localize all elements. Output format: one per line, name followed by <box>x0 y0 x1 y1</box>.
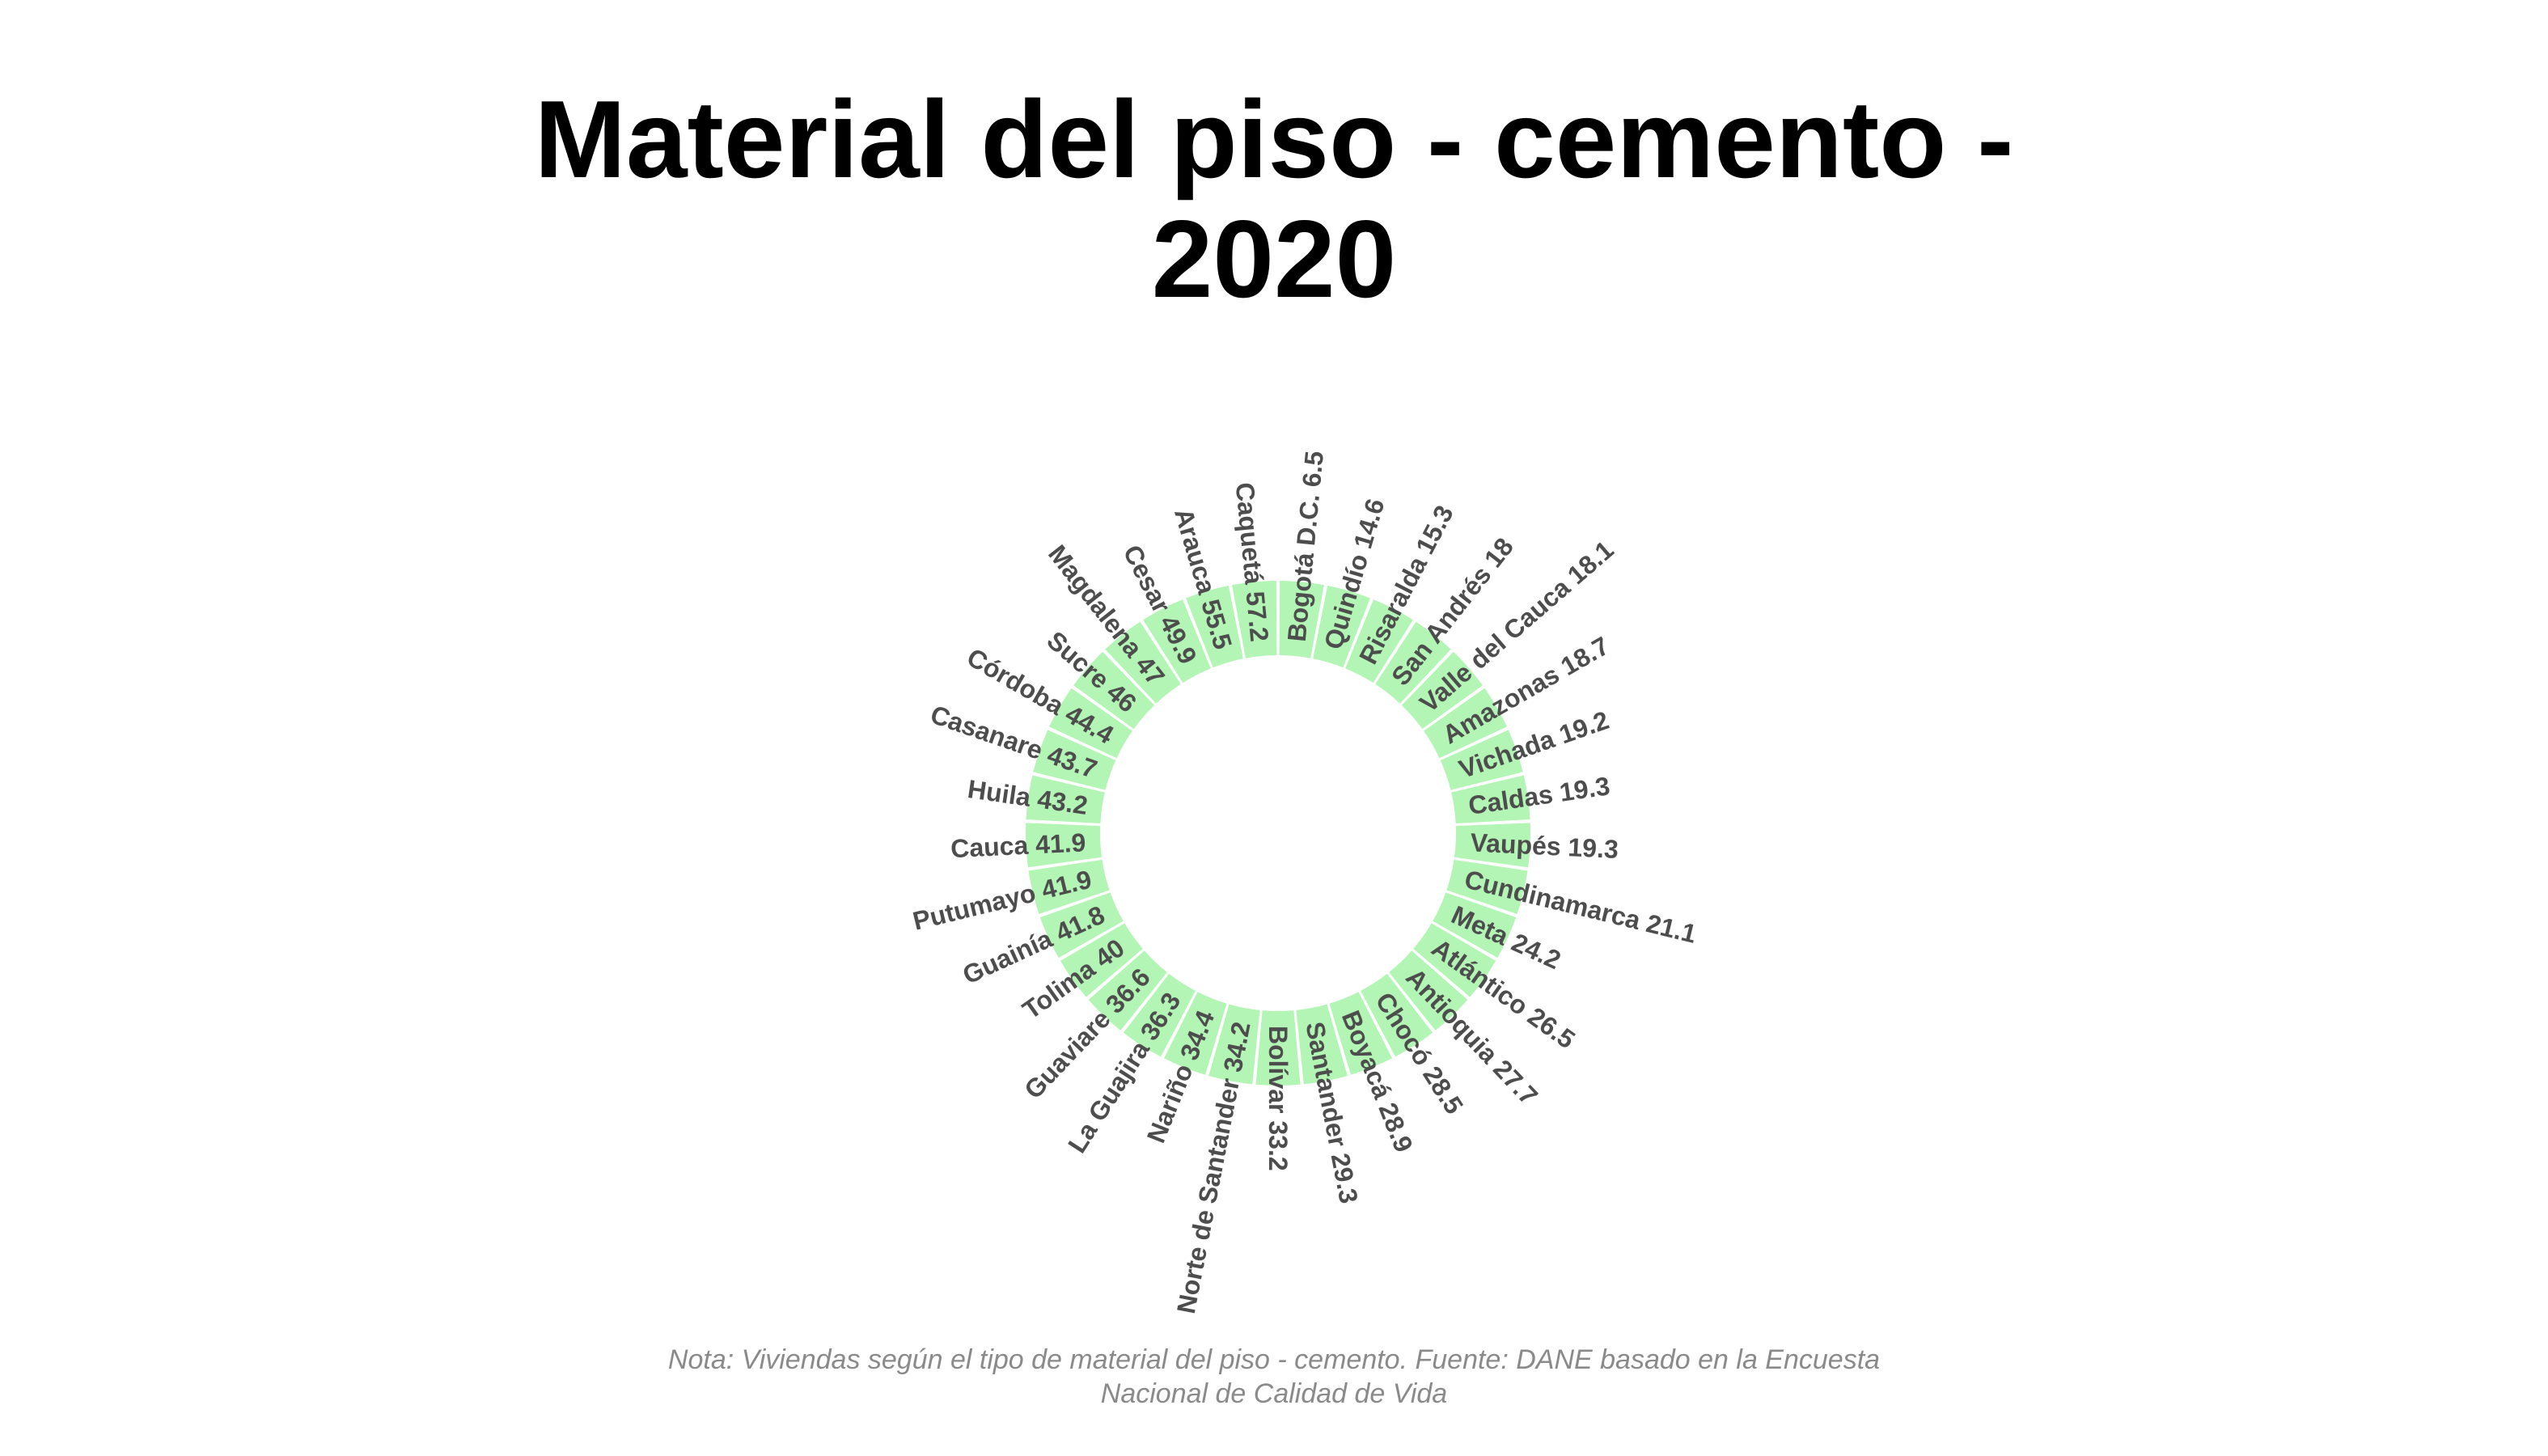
bar-c-rdoba <box>1049 688 1132 759</box>
bar-bogot-d-c- <box>1279 581 1324 658</box>
bar-layer <box>1026 581 1530 1086</box>
bar-guain-a <box>1039 892 1124 959</box>
bar-casanare <box>1033 730 1116 790</box>
bar-vichada <box>1440 730 1523 790</box>
bar-cundinamarca <box>1446 859 1528 914</box>
bar-arauca <box>1186 586 1243 668</box>
bar-guaviare <box>1088 950 1167 1031</box>
bar-nari-o <box>1163 992 1227 1075</box>
bar-vaup-s <box>1454 823 1530 868</box>
bar-putumayo <box>1028 859 1110 914</box>
bar-meta <box>1433 892 1517 959</box>
chart-note-line-1: Nota: Viviendas según el tipo de materia… <box>667 1344 1881 1375</box>
bar-la-guajira <box>1123 973 1196 1057</box>
bar-san-andr-s <box>1375 621 1451 704</box>
bar-antioquia <box>1389 950 1468 1031</box>
bar-santander <box>1296 1004 1348 1085</box>
bar-magdalena <box>1105 621 1181 704</box>
chart-title-line-2: 2020 <box>1151 197 1397 320</box>
bar-huila <box>1026 775 1105 823</box>
bar-label: Bolívar 33.2 <box>1263 1026 1293 1171</box>
bar-bol-var <box>1255 1010 1301 1086</box>
bar-caldas <box>1451 775 1530 823</box>
bar-caquet- <box>1232 581 1277 658</box>
bar-label: Vaupés 19.3 <box>1470 827 1619 864</box>
chart-title-line-1: Material del piso - cemento - <box>534 78 2014 201</box>
bar-boyac- <box>1329 992 1393 1075</box>
bar-sucre <box>1073 651 1155 730</box>
bar-atl-ntico <box>1413 923 1496 997</box>
bar-label: Cauca 41.9 <box>950 827 1086 863</box>
bar-amazonas <box>1424 688 1507 759</box>
bar-valle-del-cauca <box>1401 651 1483 730</box>
bar-quind-o <box>1313 586 1370 668</box>
bar-norte-de-santander <box>1208 1004 1260 1085</box>
bar-label: Caquetá 57.2 <box>1230 481 1275 643</box>
chart-title: Material del piso - cemento - 2020 <box>0 79 2548 319</box>
bar-cauca <box>1026 823 1103 868</box>
bar-cesar <box>1143 599 1211 684</box>
chart-note-line-2: Nacional de Calidad de Vida <box>1100 1378 1448 1409</box>
bar-risaralda <box>1345 599 1413 684</box>
chart-note: Nota: Viviendas según el tipo de materia… <box>0 1343 2548 1411</box>
bar-choc- <box>1361 973 1433 1057</box>
bar-tolima <box>1060 923 1143 997</box>
